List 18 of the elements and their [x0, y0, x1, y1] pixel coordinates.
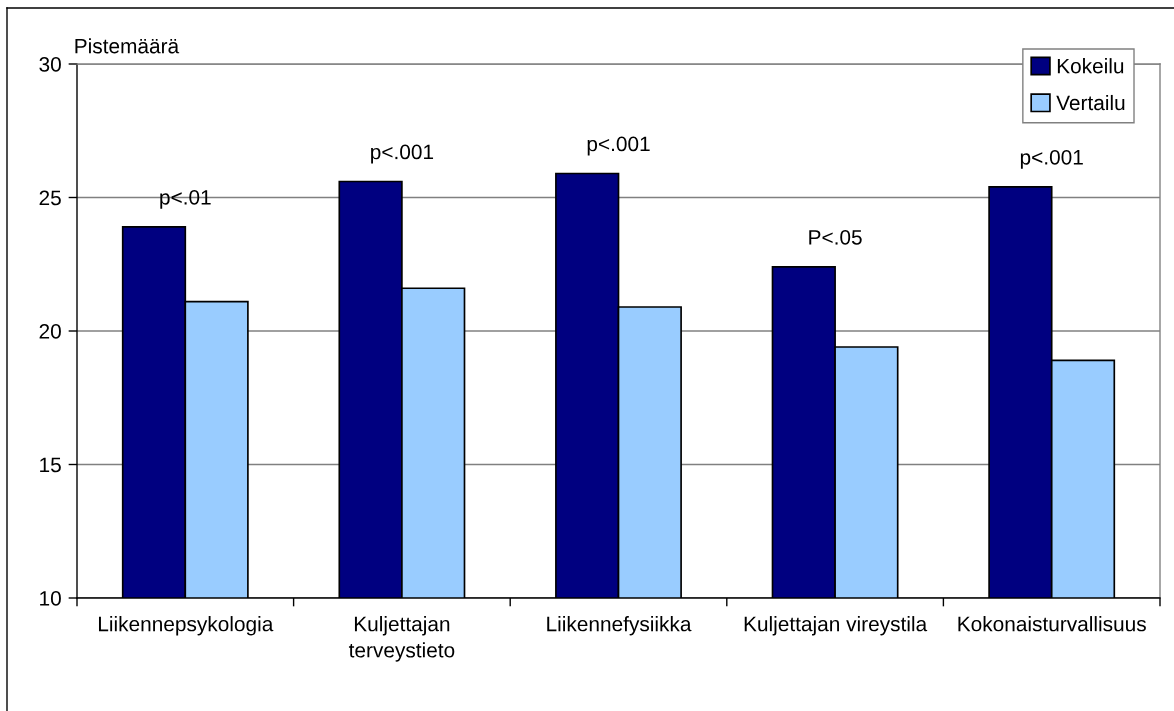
annotation: P<.05	[809, 229, 862, 245]
x-tick-label: Kokonaisturvallisuus	[958, 616, 1146, 632]
y-axis-title: Pistemäärä	[75, 38, 180, 54]
y-tick-label: 15	[40, 457, 61, 473]
x-tick-label: Kuljettajan vireystila	[744, 616, 928, 636]
y-tick-label: 20	[39, 324, 61, 339]
annotation: p<.001	[587, 136, 650, 156]
x-tick-label: Liikennefysiikka	[547, 616, 692, 636]
y-tick-label: 10	[40, 591, 61, 606]
y-tick-label: 25	[39, 190, 61, 206]
annotation: p<.01	[160, 189, 211, 209]
x-tick-label: Kuljettajan terveystieto	[348, 616, 455, 662]
legend-label: Kokeilu	[1057, 58, 1124, 74]
legend-label: Vertailu	[1056, 94, 1125, 111]
annotation: p<.001	[1020, 149, 1083, 169]
y-tick-label: 30	[39, 57, 61, 72]
x-tick-label: Liikennepsykologia	[98, 616, 274, 636]
annotation: p<.001	[371, 144, 434, 164]
